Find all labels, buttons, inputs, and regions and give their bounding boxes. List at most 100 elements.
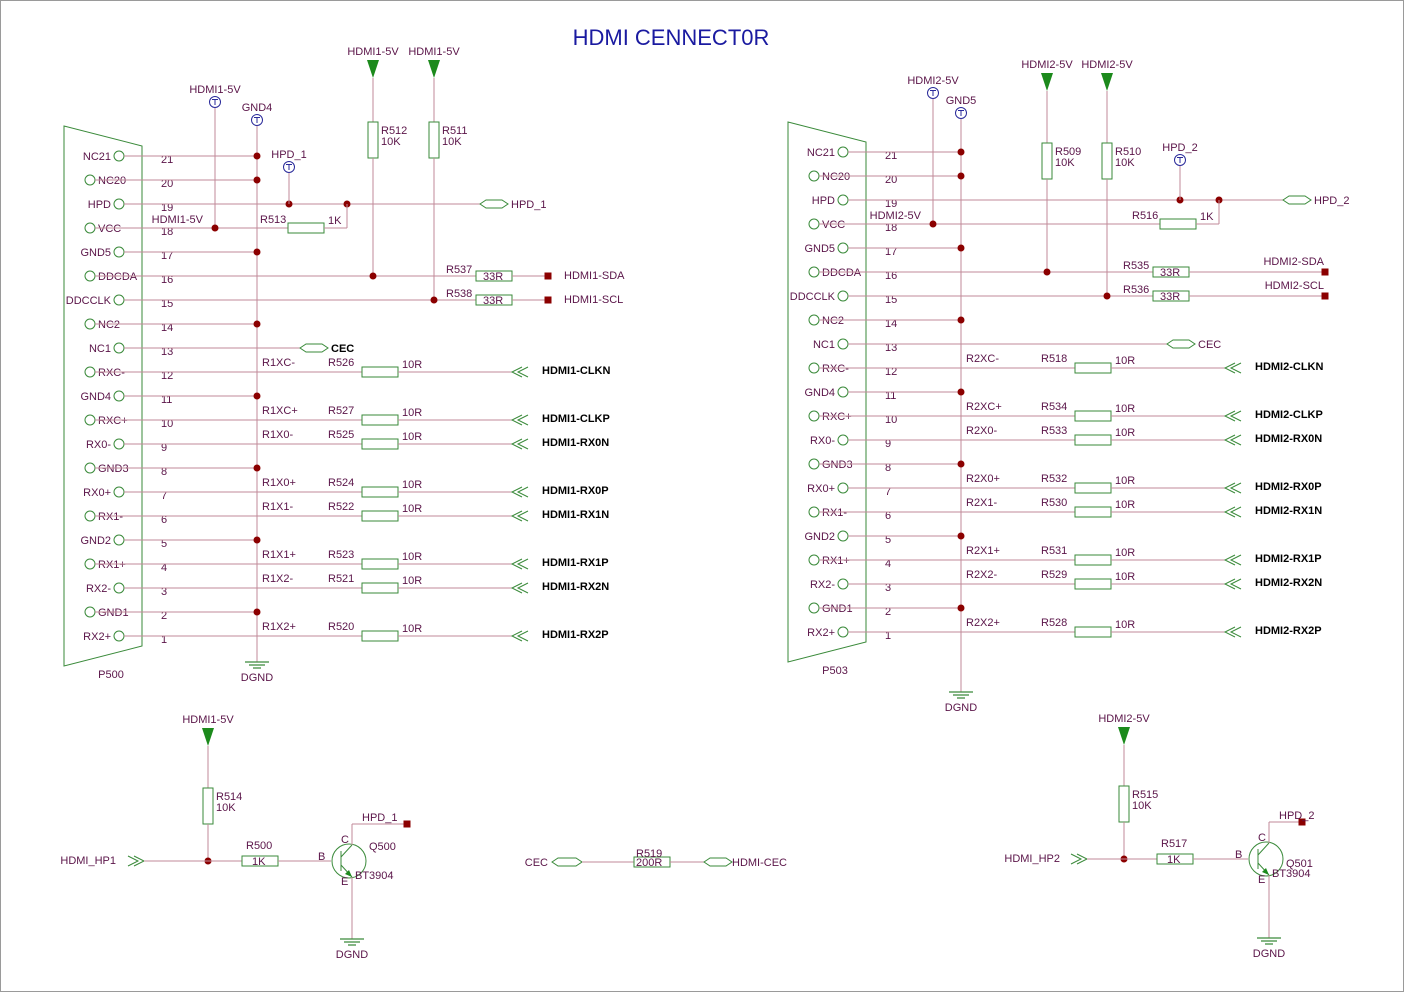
pin-circle — [808, 554, 820, 566]
transistor-ref: Q500 — [369, 841, 396, 853]
vcc-net-label: HDMI2-5V — [870, 210, 922, 222]
pin-label: GND4 — [80, 391, 111, 403]
pullup-value: 10K — [1055, 157, 1075, 169]
sda-signal-label: HDMI1-SDA — [564, 270, 625, 282]
power-arrow-icon — [202, 728, 214, 746]
diff-net-label: R2XC+ — [966, 401, 1002, 413]
pin-label: GND3 — [98, 463, 129, 475]
pullup-value: 10K — [442, 136, 462, 148]
series-resistor-value: 10R — [402, 359, 422, 371]
pin-circle — [113, 486, 125, 498]
diff-signal-label: HDMI2-RX2N — [1255, 577, 1322, 589]
pin-circle — [808, 362, 820, 374]
pullup-ref: R512 — [381, 125, 407, 137]
junction-dot — [253, 392, 261, 400]
series-resistor-value: 10R — [402, 551, 422, 563]
pin-label: NC21 — [807, 147, 835, 159]
net-terminal-icon — [1321, 292, 1329, 300]
pin-label: RX2- — [810, 579, 835, 591]
pin-label: NC2 — [822, 315, 844, 327]
scl-signal-label: HDMI1-SCL — [564, 294, 623, 306]
pullup-resistor — [1118, 785, 1130, 823]
hotplug-input-label: HDMI_HP1 — [60, 855, 116, 867]
diff-signal-label: HDMI1-CLKP — [542, 413, 610, 425]
diff-signal-label: HDMI2-RX1N — [1255, 505, 1322, 517]
ground-icon — [245, 661, 269, 669]
pin-circle — [84, 366, 96, 378]
pin-label: RXC+ — [98, 415, 128, 427]
hpd-testpoint-label: HPD_2 — [1162, 142, 1197, 154]
series-resistor-value: 10R — [1115, 403, 1135, 415]
net-terminal-icon — [403, 820, 411, 828]
connector-ref: P500 — [98, 669, 124, 681]
series-resistor — [361, 438, 399, 450]
ground-testpoint-label: GND4 — [242, 102, 273, 114]
diff-net-label: R1X2+ — [262, 621, 296, 633]
input-chevron-icon — [510, 486, 529, 498]
pin-number: 11 — [885, 390, 896, 402]
pin-label: RX1+ — [98, 559, 126, 571]
power-label: HDMI1-5V — [182, 714, 234, 726]
pin-number: 17 — [885, 246, 897, 258]
diff-net-label: R2X0+ — [966, 473, 1000, 485]
diff-net-label: R2X1+ — [966, 545, 1000, 557]
series-resistor-value: 10R — [1115, 427, 1135, 439]
pin-number: 6 — [885, 510, 891, 522]
pin-number: 13 — [161, 346, 173, 358]
net-terminal-icon — [1321, 268, 1329, 276]
pin-circle — [837, 338, 849, 350]
pin-circle — [837, 146, 849, 158]
series-resistor-value: 10R — [1115, 547, 1135, 559]
input-chevron-icon — [510, 366, 529, 378]
diff-net-label: R2XC- — [966, 353, 999, 365]
pin-label: VCC — [98, 223, 121, 235]
junction-dot — [253, 320, 261, 328]
transistor-icon — [1248, 841, 1284, 877]
pin-number: 6 — [161, 514, 167, 526]
power-testpoint-label: HDMI2-5V — [907, 75, 959, 87]
pin-number: 1 — [161, 634, 167, 646]
sda-resistor-value: 33R — [483, 271, 503, 283]
input-chevron-icon — [510, 510, 529, 522]
pin-label: DDCDA — [98, 271, 138, 283]
pin-circle — [84, 318, 96, 330]
input-chevron-icon — [127, 855, 146, 867]
junction-dot — [957, 148, 965, 156]
series-resistor — [361, 510, 399, 522]
port-icon — [703, 857, 733, 867]
pin-label: GND5 — [804, 243, 835, 255]
input-chevron-icon — [510, 558, 529, 570]
pullup-value: 10K — [1132, 800, 1152, 812]
test-point-mark — [254, 117, 260, 123]
pullup-resistor — [367, 121, 379, 159]
pin-circle — [113, 390, 125, 402]
pin-circle — [113, 198, 125, 210]
input-chevron-icon — [1223, 578, 1242, 590]
hpd-resistor-ref: R516 — [1132, 210, 1158, 222]
pin-label: GND4 — [804, 387, 835, 399]
diff-signal-label: HDMI1-RX2N — [542, 581, 609, 593]
pin-label: DDCCLK — [66, 295, 112, 307]
series-resistor-ref: R524 — [328, 477, 354, 489]
pullup-value: 10K — [216, 802, 236, 814]
series-resistor-value: 10R — [1115, 619, 1135, 631]
pin-number: 12 — [161, 370, 173, 382]
junction-dot — [957, 244, 965, 252]
pin-circle — [808, 170, 820, 182]
series-resistor — [361, 414, 399, 426]
pin-circle — [808, 266, 820, 278]
series-resistor — [361, 486, 399, 498]
ground-label: DGND — [1253, 948, 1285, 960]
pin-number: 4 — [161, 562, 167, 574]
series-resistor-value: 10R — [402, 623, 422, 635]
input-chevron-icon — [510, 630, 529, 642]
diff-net-label: R1X0+ — [262, 477, 296, 489]
series-resistor — [1074, 578, 1112, 590]
base-resistor-value: 1K — [252, 856, 266, 868]
port-icon — [1166, 339, 1196, 349]
test-point-mark — [958, 110, 964, 116]
pin-number: 19 — [161, 202, 173, 214]
junction-dot — [430, 296, 438, 304]
